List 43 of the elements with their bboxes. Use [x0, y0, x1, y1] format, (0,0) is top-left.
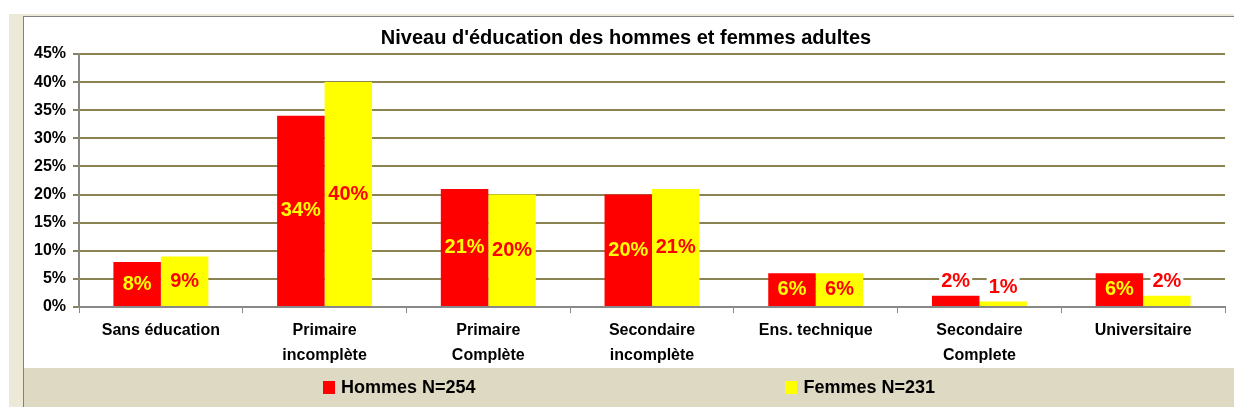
bar: [488, 194, 536, 307]
y-tick-label: 30%: [33, 128, 67, 146]
data-label: 1%: [988, 274, 1018, 297]
x-tick-label: Primaire incomplète: [282, 320, 367, 363]
bar: [440, 188, 489, 307]
bar: [931, 295, 980, 307]
bar: [277, 115, 325, 307]
y-tick-label: 0%: [42, 297, 67, 315]
y-tick-label: 35%: [33, 100, 67, 118]
y-tick-label: 5%: [42, 269, 67, 287]
bar: [324, 82, 373, 307]
x-tick-label: Ens. technique: [758, 320, 873, 338]
data-label: 20%: [492, 237, 533, 260]
x-tick-label: Primaire Complète: [451, 320, 525, 363]
y-tick-label: 45%: [33, 44, 67, 62]
data-label: 34%: [280, 198, 322, 221]
data-label: 6%: [777, 277, 807, 300]
x-tick-label: Secondaire Complete: [936, 320, 1023, 363]
data-label: 9%: [170, 268, 200, 291]
bar: [652, 188, 700, 307]
bar: [1143, 295, 1191, 307]
data-label: 6%: [825, 277, 855, 300]
legend-label: Femmes N=231: [803, 377, 936, 398]
y-tick-label: 40%: [33, 72, 67, 90]
x-tick-label: Secondaire incomplète: [608, 320, 696, 363]
y-tick-label: 20%: [33, 185, 67, 203]
x-tick-label: Universitaire: [1094, 320, 1192, 338]
data-label: 2%: [941, 269, 971, 292]
x-tick-label: Sans éducation: [101, 320, 220, 338]
data-label: 6%: [1104, 277, 1135, 300]
data-label: 21%: [655, 235, 696, 258]
y-tick-label: 15%: [33, 213, 67, 231]
bar: [604, 194, 653, 307]
data-label: 40%: [328, 181, 369, 204]
data-label: 2%: [1152, 269, 1182, 292]
data-label: 8%: [122, 271, 152, 294]
data-label: 21%: [444, 235, 485, 258]
y-tick-label: 25%: [33, 156, 67, 174]
chart-title: Niveau d'éducation des hommes et femmes adultes: [380, 25, 872, 48]
y-tick-label: 10%: [33, 241, 67, 259]
data-label: 20%: [608, 237, 649, 260]
legend-label: Hommes N=254: [340, 377, 476, 398]
bar: [979, 301, 1027, 307]
